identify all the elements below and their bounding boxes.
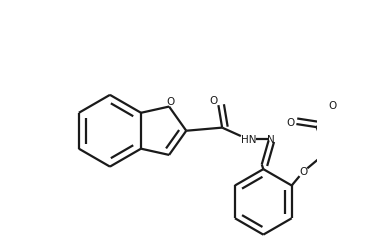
Text: O: O bbox=[210, 95, 218, 105]
Text: O: O bbox=[299, 167, 308, 177]
Text: O: O bbox=[329, 101, 337, 111]
Text: O: O bbox=[287, 117, 295, 127]
Text: N: N bbox=[267, 135, 275, 145]
Text: HN: HN bbox=[241, 135, 257, 145]
Text: O: O bbox=[166, 96, 174, 106]
